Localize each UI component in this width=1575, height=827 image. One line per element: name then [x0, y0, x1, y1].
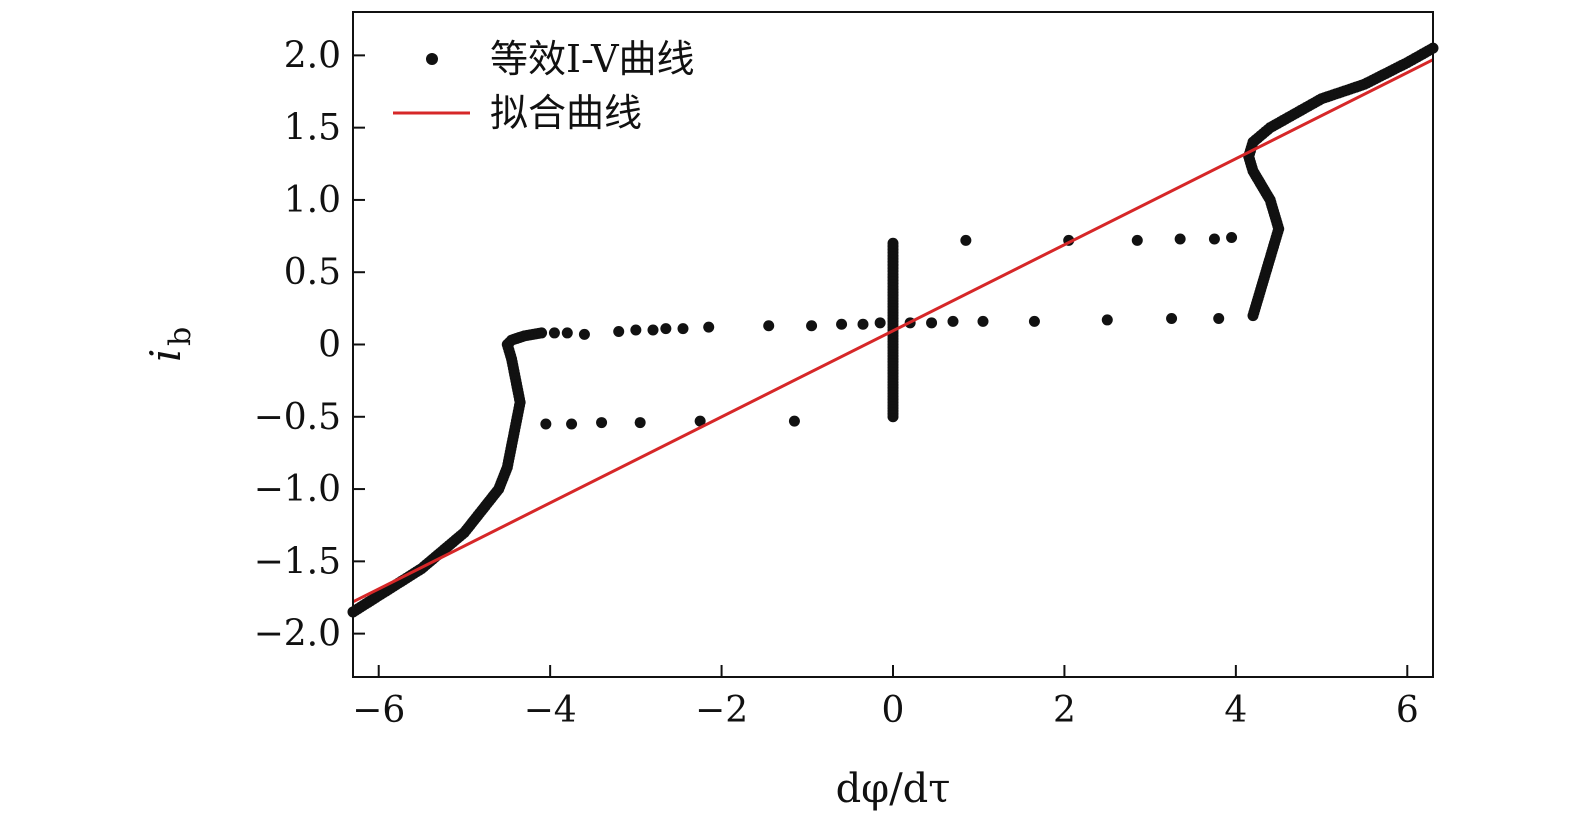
data-point: [1213, 312, 1225, 324]
x-tick-label: −4: [524, 690, 577, 731]
data-point: [874, 317, 886, 329]
data-point: [836, 318, 848, 330]
data-point: [630, 324, 642, 336]
data-point: [926, 317, 938, 329]
legend-label-fit: 拟合曲线: [490, 91, 642, 135]
data-point: [1226, 232, 1238, 244]
x-tick-label: −6: [352, 690, 405, 731]
data-point: [1131, 234, 1143, 246]
data-point: [887, 237, 899, 249]
data-point: [660, 323, 672, 335]
data-point: [536, 327, 548, 339]
data-point: [613, 325, 625, 337]
x-tick-label: 0: [882, 690, 905, 731]
data-point: [1028, 315, 1040, 327]
data-point: [566, 418, 578, 430]
data-point: [1208, 233, 1220, 245]
y-tick-label: −1.5: [254, 541, 341, 582]
data-point: [540, 418, 552, 430]
data-point: [1166, 312, 1178, 324]
y-tick-label: 1.5: [284, 108, 341, 149]
x-axis-title: dφ/dτ: [836, 766, 951, 812]
y-tick-label: −2.0: [254, 614, 341, 655]
data-point: [694, 415, 706, 427]
legend-marker-scatter: [426, 53, 438, 65]
y-axis-title-subscript: b: [163, 327, 198, 346]
data-point: [960, 234, 972, 246]
data-point: [596, 417, 608, 429]
data-point: [677, 323, 689, 335]
data-point: [763, 320, 775, 332]
y-tick-label: −1.0: [254, 469, 341, 510]
y-axis-title: i b: [141, 327, 198, 362]
data-point: [1174, 233, 1186, 245]
fit-line: [352, 58, 1434, 604]
data-point: [1101, 314, 1113, 326]
data-point: [857, 318, 869, 330]
data-point: [548, 327, 560, 339]
y-tick-label: 0: [318, 325, 341, 366]
legend-label-scatter: 等效I-V曲线: [490, 37, 695, 81]
x-tick-label: 6: [1396, 690, 1419, 731]
legend: 等效I-V曲线 拟合曲线: [393, 37, 695, 135]
y-tick-label: 0.5: [284, 252, 341, 293]
y-axis-title-main: i: [141, 349, 190, 362]
data-point: [947, 315, 959, 327]
plot-frame: [352, 11, 1434, 678]
data-point: [578, 328, 590, 340]
data-point: [561, 327, 573, 339]
y-tick-label: 1.0: [284, 180, 341, 221]
y-tick-label: −0.5: [254, 397, 341, 438]
data-point: [788, 415, 800, 427]
x-tick-label: 4: [1224, 690, 1247, 731]
data-point: [634, 417, 646, 429]
data-point: [703, 321, 715, 333]
x-tick-label: −2: [695, 690, 748, 731]
data-point: [647, 324, 659, 336]
data-point: [806, 320, 818, 332]
data-point: [977, 315, 989, 327]
y-tick-label: 2.0: [284, 35, 341, 76]
x-tick-label: 2: [1053, 690, 1076, 731]
